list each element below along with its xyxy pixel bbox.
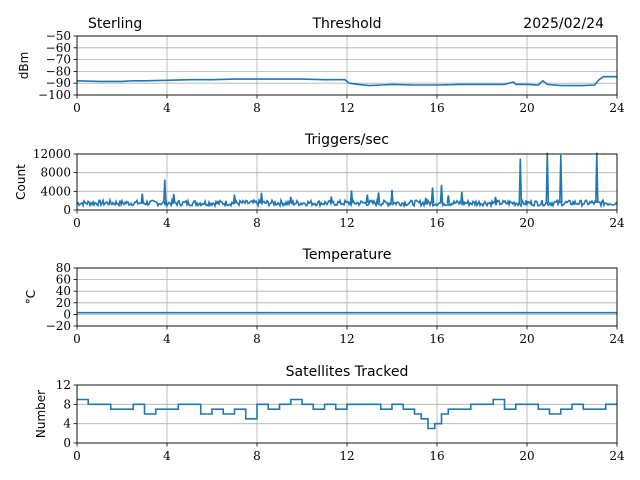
satellites-xtick-label: 0 <box>73 449 81 463</box>
threshold-ytick-label: −100 <box>38 88 71 102</box>
triggers-xtick-label: 0 <box>73 216 81 230</box>
triggers-axes-frame <box>76 153 618 211</box>
threshold-xtick-label: 0 <box>73 101 81 115</box>
triggers-xtick-label: 8 <box>253 216 261 230</box>
temperature-xtick-label: 16 <box>429 332 444 346</box>
triggers-ytick-label: 12000 <box>33 147 71 161</box>
temperature-ytick-label: 40 <box>56 284 71 298</box>
temperature-xtick-label: 12 <box>339 332 354 346</box>
threshold-ytick-label: −60 <box>46 41 71 55</box>
threshold-xtick-label: 12 <box>339 101 354 115</box>
temperature-ylabel: °C <box>24 290 38 304</box>
temperature-ytick-label: 80 <box>56 261 71 275</box>
threshold-axes-frame <box>76 35 618 96</box>
threshold-panel: 0 4 8 12 16 20 24 −100−90−80−70−60−50 Threshold d… <box>17 16 625 115</box>
satellites-xtick-label: 8 <box>253 449 261 463</box>
satellites-title: Satellites Tracked <box>286 364 409 380</box>
threshold-xtick-label: 8 <box>253 101 261 115</box>
threshold-xtick-label: 24 <box>609 101 625 115</box>
threshold-xtick-label: 4 <box>163 101 171 115</box>
threshold-series-line <box>76 75 617 87</box>
temperature-xtick-label: 8 <box>253 332 261 346</box>
triggers-xtick-label: 4 <box>163 216 171 230</box>
satellites-xtick-label: 24 <box>609 449 625 463</box>
satellites-ytick-label: 12 <box>56 378 71 392</box>
triggers-xtick-label: 24 <box>609 216 625 230</box>
temperature-title: Temperature <box>302 247 392 263</box>
threshold-ytick-label: −80 <box>46 64 71 78</box>
temperature-xtick-label: 20 <box>519 332 534 346</box>
temperature-ytick-label: 60 <box>56 273 71 287</box>
triggers-xtick-label: 16 <box>429 216 444 230</box>
threshold-ytick-label: −70 <box>46 53 71 67</box>
triggers-ytick-label: 4000 <box>40 184 71 198</box>
satellites-ylabel: Number <box>34 390 48 438</box>
satellites-xtick-label: 20 <box>519 449 534 463</box>
satellites-ytick-label: 0 <box>63 436 71 450</box>
triggers-panel: 0 4 8 12 16 20 24 0 4000 8000 12000 Triggers/sec Cou… <box>14 132 625 230</box>
threshold-ylabel: dBm <box>17 52 31 80</box>
triggers-title: Triggers/sec <box>304 132 389 148</box>
triggers-ytick-label: 8000 <box>40 166 71 180</box>
threshold-ytick-label: −50 <box>46 29 71 43</box>
satellites-xtick-label: 4 <box>163 449 171 463</box>
triggers-ylabel: Count <box>14 164 28 200</box>
triggers-ytick-label: 0 <box>63 203 71 217</box>
triggers-xtick-label: 20 <box>519 216 534 230</box>
satellites-xtick-label: 16 <box>429 449 444 463</box>
station-label: Sterling <box>88 16 142 32</box>
satellites-series-line <box>77 398 617 430</box>
satellites-ytick-label: 4 <box>63 417 71 431</box>
triggers-xtick-label: 12 <box>339 216 354 230</box>
date-label: 2025/02/24 <box>523 16 604 32</box>
temperature-xtick-label: 24 <box>609 332 625 346</box>
threshold-title: Threshold <box>312 16 382 32</box>
temperature-ytick-label: −20 <box>46 319 71 333</box>
threshold-xtick-label: 16 <box>429 101 444 115</box>
satellites-panel: 0 4 8 12 16 20 24 0 4 8 12 Satellites Tracked Number <box>34 364 625 463</box>
temperature-xtick-label: 4 <box>163 332 171 346</box>
satellites-xtick-label: 12 <box>339 449 354 463</box>
threshold-xtick-label: 20 <box>519 101 534 115</box>
satellites-ytick-label: 8 <box>63 397 71 411</box>
satellites-axes-frame <box>76 384 618 444</box>
temperature-axes-frame <box>76 267 618 327</box>
triggers-series-line <box>76 152 618 209</box>
temperature-xtick-label: 0 <box>73 332 81 346</box>
temperature-ytick-label: 0 <box>63 307 71 321</box>
threshold-ytick-label: −90 <box>46 76 71 90</box>
temperature-ytick-label: 20 <box>56 296 71 310</box>
